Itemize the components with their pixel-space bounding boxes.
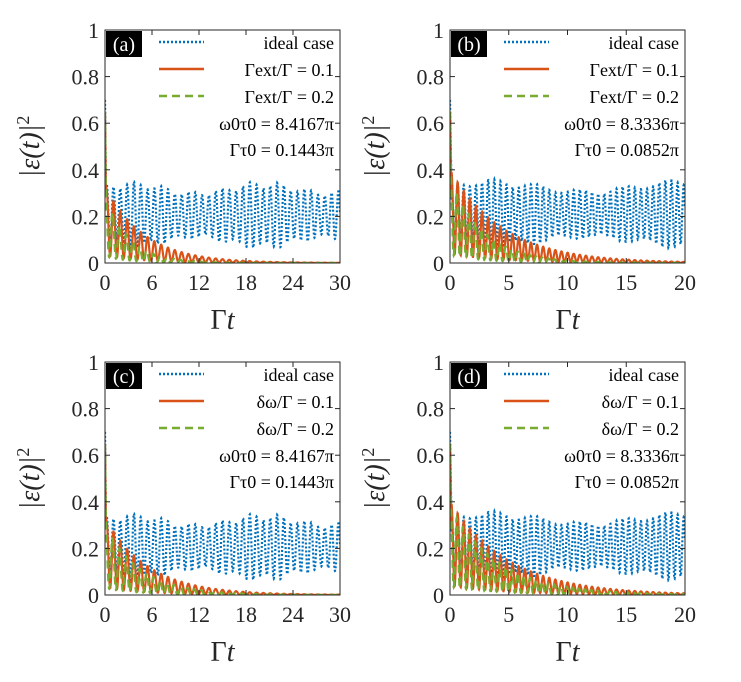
y-tick-label: 1	[88, 18, 99, 43]
legend-entry: ideal case	[609, 33, 679, 53]
x-tick-label: 18	[235, 602, 257, 627]
x-tick-label: 20	[674, 602, 696, 627]
x-tick-label: 12	[188, 602, 210, 627]
y-tick-label: 0	[88, 251, 99, 276]
x-axis-label: Γt	[556, 305, 581, 336]
series-line-ideal	[450, 99, 685, 252]
legend-entry: Γext/Γ = 0.1	[245, 60, 334, 80]
panel-label: (d)	[457, 366, 480, 388]
y-tick-label: 1	[433, 18, 444, 43]
legend-entry: Γext/Γ = 0.1	[590, 60, 679, 80]
y-tick-label: 0.4	[72, 158, 100, 183]
x-tick-label: 5	[503, 602, 514, 627]
panel-label: (c)	[113, 366, 135, 388]
x-tick-label: 0	[445, 270, 456, 295]
x-tick-label: 10	[557, 602, 579, 627]
y-tick-label: 0	[433, 251, 444, 276]
y-tick-label: 0.2	[417, 204, 445, 229]
x-tick-label: 6	[147, 602, 158, 627]
x-tick-label: 0	[100, 270, 111, 295]
x-tick-label: 24	[282, 270, 304, 295]
parameter-annotation: Γτ0 = 0.0852π	[575, 140, 679, 160]
y-tick-label: 0.6	[72, 443, 100, 468]
x-tick-label: 24	[282, 602, 304, 627]
legend-entry: Γext/Γ = 0.2	[245, 87, 334, 107]
panel-d: 0 5 10 15 20 0 0.2 0.4 0.6 0.8 1 Γt |ε(t)|2 (d) ideal …	[358, 350, 696, 668]
x-axis-label: Γt	[211, 305, 236, 336]
x-tick-label: 15	[615, 602, 637, 627]
y-axis-label: |ε(t)|2	[358, 116, 391, 178]
x-tick-label: 0	[445, 602, 456, 627]
y-tick-label: 0.2	[72, 536, 100, 561]
panel-label: (a)	[113, 34, 135, 56]
series-line-loss-0.1	[450, 111, 685, 263]
parameter-annotation: Γτ0 = 0.1443π	[230, 472, 334, 492]
y-tick-label: 0.8	[417, 65, 445, 90]
y-tick-label: 0.6	[72, 111, 100, 136]
y-tick-label: 0.8	[72, 397, 100, 422]
x-axis-label: Γt	[556, 637, 581, 668]
panel-label: (b)	[457, 34, 480, 56]
y-tick-label: 0.8	[417, 397, 445, 422]
y-axis-label: |ε(t)|2	[358, 448, 391, 510]
axes-box	[104, 361, 341, 596]
y-tick-label: 0.2	[417, 536, 445, 561]
legend-entry: ideal case	[609, 365, 679, 385]
y-tick-label: 0.4	[72, 490, 100, 515]
axes-box	[104, 29, 341, 264]
panel-label-bg	[451, 31, 487, 57]
series-line-loss-0.2	[450, 443, 685, 595]
panel-c: 0 6 12 18 24 30 0 0.2 0.4 0.6 0.8 1 Γt |ε(t)|2 (c) idea…	[13, 350, 351, 668]
y-axis-label: |ε(t)|2	[13, 448, 46, 510]
parameter-annotation: ω0τ0 = 8.3336π	[564, 114, 679, 134]
x-tick-label: 0	[100, 602, 111, 627]
x-tick-label: 5	[503, 270, 514, 295]
series-line-loss-0.1	[105, 111, 340, 263]
y-tick-label: 0.2	[72, 204, 100, 229]
legend-entry: δω/Γ = 0.1	[257, 392, 334, 412]
series-line-loss-0.2	[105, 443, 340, 595]
y-tick-label: 0.8	[72, 65, 100, 90]
legend-entry: ideal case	[264, 365, 334, 385]
y-tick-label: 0	[88, 583, 99, 608]
y-tick-label: 0	[433, 583, 444, 608]
y-axis-label: |ε(t)|2	[13, 116, 46, 178]
legend-entry: δω/Γ = 0.2	[257, 419, 334, 439]
y-tick-label: 0.4	[417, 490, 445, 515]
parameter-annotation: ω0τ0 = 8.4167π	[219, 446, 334, 466]
x-axis-label: Γt	[211, 637, 236, 668]
panel-label-bg	[451, 363, 487, 389]
x-tick-label: 15	[615, 270, 637, 295]
parameter-annotation: ω0τ0 = 8.3336π	[564, 446, 679, 466]
series-line-ideal	[450, 431, 685, 584]
x-tick-label: 30	[329, 602, 351, 627]
legend-entry: Γext/Γ = 0.2	[590, 87, 679, 107]
parameter-annotation: ω0τ0 = 8.4167π	[219, 114, 334, 134]
legend-entry: δω/Γ = 0.2	[602, 419, 679, 439]
parameter-annotation: Γτ0 = 0.1443π	[230, 140, 334, 160]
x-tick-label: 12	[188, 270, 210, 295]
x-tick-label: 10	[557, 270, 579, 295]
legend-entry: ideal case	[264, 33, 334, 53]
y-tick-label: 0.6	[417, 111, 445, 136]
panel-a: 0 6 12 18 24 30 0 0.2 0.4 0.6 0.8 1 Γt |ε(t)|2 (a) idea…	[13, 18, 351, 336]
y-tick-label: 0.6	[417, 443, 445, 468]
legend-entry: δω/Γ = 0.1	[602, 392, 679, 412]
x-tick-label: 20	[674, 270, 696, 295]
y-tick-label: 0.4	[417, 158, 445, 183]
panel-label-bg	[106, 31, 142, 57]
x-tick-label: 6	[147, 270, 158, 295]
parameter-annotation: Γτ0 = 0.0852π	[575, 472, 679, 492]
y-tick-label: 1	[88, 350, 99, 375]
panel-b: 0 5 10 15 20 0 0.2 0.4 0.6 0.8 1 Γt |ε(t)|2 (b) ideal …	[358, 18, 696, 336]
x-tick-label: 30	[329, 270, 351, 295]
panel-label-bg	[106, 363, 142, 389]
y-tick-label: 1	[433, 350, 444, 375]
x-tick-label: 18	[235, 270, 257, 295]
